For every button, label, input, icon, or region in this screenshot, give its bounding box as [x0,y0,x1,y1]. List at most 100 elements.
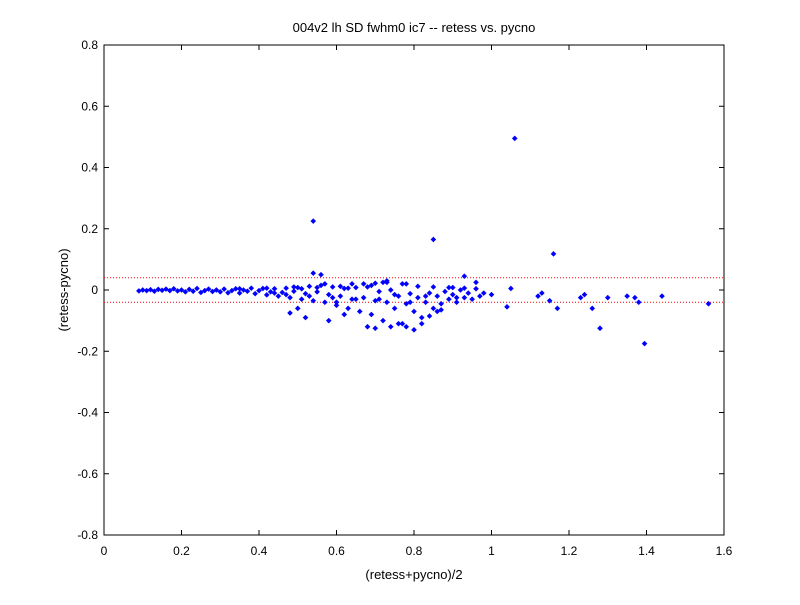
data-point [352,296,359,303]
data-point [624,293,631,300]
data-point [504,303,510,310]
data-point [252,290,259,297]
data-point [438,300,445,307]
data-point [345,305,352,312]
data-point [659,293,665,300]
data-point [511,135,518,142]
data-point [465,290,472,296]
data-point [395,320,402,327]
x-tick-label: 0.2 [173,544,190,558]
data-point [151,288,158,295]
data-point [461,285,468,292]
data-point [457,287,464,293]
y-tick-label: 0.2 [81,222,98,236]
data-point [403,280,410,287]
data-point [356,308,363,315]
data-point [352,284,359,291]
data-point [641,340,648,347]
data-point [461,294,468,301]
data-point [461,273,468,280]
data-point [287,310,293,316]
data-point [360,280,367,287]
data-point [321,280,328,287]
data-point [337,283,344,290]
data-point [597,325,603,332]
data-point [194,285,200,292]
data-point [147,286,154,293]
data-point [488,291,495,298]
y-tick-label: -0.4 [77,406,98,420]
data-point [538,290,545,296]
data-point [507,285,514,292]
data-point [604,294,611,301]
data-points [135,135,712,347]
data-point [411,326,417,333]
data-point [244,288,251,295]
data-point [232,285,239,292]
data-point [407,290,414,297]
chart-title: 004v2 lh SD fwhm0 ic7 -- retess vs. pycn… [293,20,536,35]
data-point [321,299,328,306]
data-point [256,287,262,294]
data-point [294,305,301,312]
data-point [325,317,332,324]
data-point [430,236,437,243]
data-point [190,288,197,295]
data-point [476,293,483,300]
x-tick-label: 1.4 [638,544,655,558]
data-point [469,296,476,303]
data-point [473,285,479,292]
data-point [453,294,460,301]
data-point [302,314,309,321]
data-point [263,285,270,292]
data-point [310,218,317,224]
data-point [550,250,557,257]
data-point [329,284,336,290]
data-point [383,299,390,306]
data-point [445,296,452,303]
data-point [535,293,541,300]
y-tick-label: 0.6 [81,99,98,113]
data-point [434,308,441,315]
data-point [197,289,204,296]
data-point [399,280,406,287]
y-tick-label: 0.8 [81,38,98,52]
data-point [391,291,398,298]
x-tick-label: 0.6 [328,544,345,558]
data-point [236,290,243,296]
data-point [376,296,383,303]
data-point [418,320,425,327]
data-point [306,293,313,300]
data-point [581,291,588,298]
data-point [310,297,317,304]
data-point [263,292,270,298]
data-point [139,287,146,293]
y-tick-label: -0.8 [77,528,98,542]
data-point [422,293,429,300]
data-point [166,287,173,294]
data-point [383,277,390,284]
data-point [445,284,452,291]
data-point [236,285,243,292]
data-point [705,300,712,307]
data-point [453,299,460,306]
data-point [310,270,317,277]
data-point [364,323,371,330]
data-point [480,290,487,296]
data-point [418,314,425,321]
y-tick-label: 0 [91,283,98,297]
data-point [221,286,228,292]
data-point [372,325,379,332]
data-point [314,284,321,291]
data-point [349,280,355,287]
data-point [178,287,185,293]
y-tick-label: -0.2 [77,344,98,358]
data-point [345,285,352,292]
y-tick-label: 0.4 [81,161,98,175]
data-point [360,294,367,301]
data-point [403,323,410,330]
data-point [213,287,220,293]
data-point [368,282,375,289]
x-tick-label: 1.2 [561,544,578,558]
